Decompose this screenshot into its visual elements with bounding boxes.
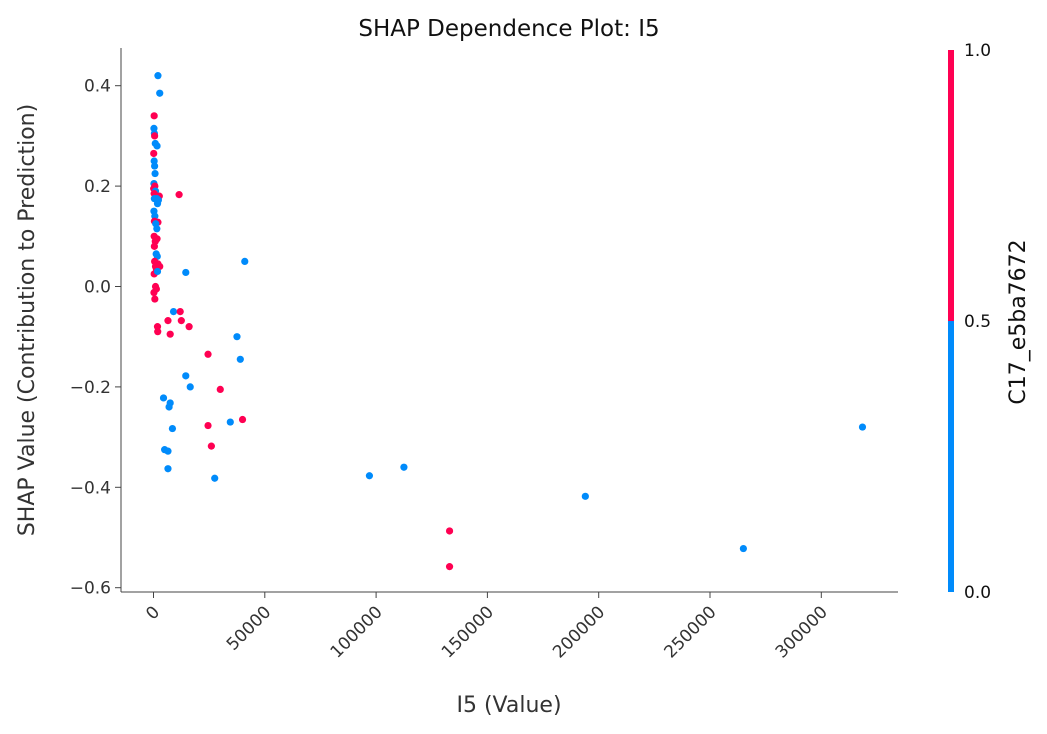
x-axis-label: I5 (Value) xyxy=(456,693,561,718)
scatter-point xyxy=(166,330,174,338)
scatter-point xyxy=(445,563,454,571)
scatter-point xyxy=(165,403,173,411)
y-tick-label: −0.6 xyxy=(70,579,111,599)
chart-title: SHAP Dependence Plot: I5 xyxy=(358,16,659,42)
x-tick-label: 0 xyxy=(142,602,164,624)
scatter-point xyxy=(150,242,158,250)
scatter-point xyxy=(241,257,249,265)
y-tick-label: 0.0 xyxy=(84,278,111,298)
scatter-point xyxy=(207,442,215,450)
scatter-point xyxy=(151,132,159,140)
scatter-point xyxy=(236,355,244,363)
x-tick-label: 300000 xyxy=(772,602,832,662)
scatter-point xyxy=(159,394,168,402)
colorbar-tick-label: 1.0 xyxy=(964,41,991,61)
x-tick-label: 150000 xyxy=(438,602,498,662)
scatter-point xyxy=(153,225,161,233)
scatter-point xyxy=(164,465,172,473)
y-axis-ticks: −0.6 −0.4 −0.2 0.0 0.2 0.4 xyxy=(70,77,121,599)
scatter-point xyxy=(216,385,224,394)
x-tick-label: 250000 xyxy=(660,602,720,662)
scatter-point xyxy=(365,472,374,480)
scatter-point xyxy=(164,447,172,455)
y-tick-label: 0.2 xyxy=(84,177,111,197)
scatter-point xyxy=(164,317,172,325)
scatter-point xyxy=(153,142,161,150)
scatter-points xyxy=(150,72,867,571)
scatter-point xyxy=(400,463,408,471)
y-tick-label: −0.2 xyxy=(70,378,111,398)
scatter-point xyxy=(445,527,454,535)
y-axis-label: SHAP Value (Contribution to Prediction) xyxy=(15,104,40,536)
scatter-point xyxy=(168,424,177,433)
scatter-point xyxy=(226,418,234,426)
colorbar xyxy=(948,50,954,592)
scatter-point xyxy=(739,544,747,553)
scatter-point xyxy=(153,200,162,208)
scatter-point xyxy=(204,350,212,358)
scatter-point xyxy=(177,317,185,325)
x-tick-label: 200000 xyxy=(549,602,609,662)
scatter-point xyxy=(185,323,193,331)
y-tick-label: 0.4 xyxy=(84,77,111,97)
y-tick-label: −0.4 xyxy=(70,478,111,498)
scatter-point xyxy=(211,474,219,482)
scatter-point xyxy=(175,191,183,199)
x-tick-label: 50000 xyxy=(223,602,275,654)
scatter-point xyxy=(858,423,867,431)
scatter-point xyxy=(204,421,212,430)
scatter-point xyxy=(233,333,241,341)
colorbar-tick-label: 0.5 xyxy=(964,312,991,332)
x-tick-label: 100000 xyxy=(327,602,387,662)
scatter-point xyxy=(238,415,247,424)
scatter-point xyxy=(151,169,159,178)
colorbar-label: C17_e5ba7672 xyxy=(1006,239,1031,404)
scatter-point xyxy=(156,89,164,97)
scatter-point xyxy=(176,308,184,316)
x-axis-ticks: 0 50000 100000 150000 200000 250000 300000 xyxy=(142,592,832,662)
scatter-point xyxy=(153,267,162,276)
scatter-point xyxy=(169,308,178,316)
scatter-point xyxy=(154,72,162,80)
scatter-point xyxy=(182,372,190,380)
scatter-point xyxy=(150,149,158,158)
scatter-point xyxy=(151,162,159,170)
scatter-point xyxy=(182,268,190,277)
scatter-point xyxy=(151,295,159,303)
scatter-point xyxy=(154,328,162,336)
scatter-point xyxy=(150,112,158,120)
colorbar-ticks: 0.0 0.5 1.0 xyxy=(964,41,991,603)
scatter-point xyxy=(186,383,194,391)
scatter-point xyxy=(150,288,158,297)
scatter-point xyxy=(581,492,589,500)
colorbar-tick-label: 0.0 xyxy=(964,583,991,603)
